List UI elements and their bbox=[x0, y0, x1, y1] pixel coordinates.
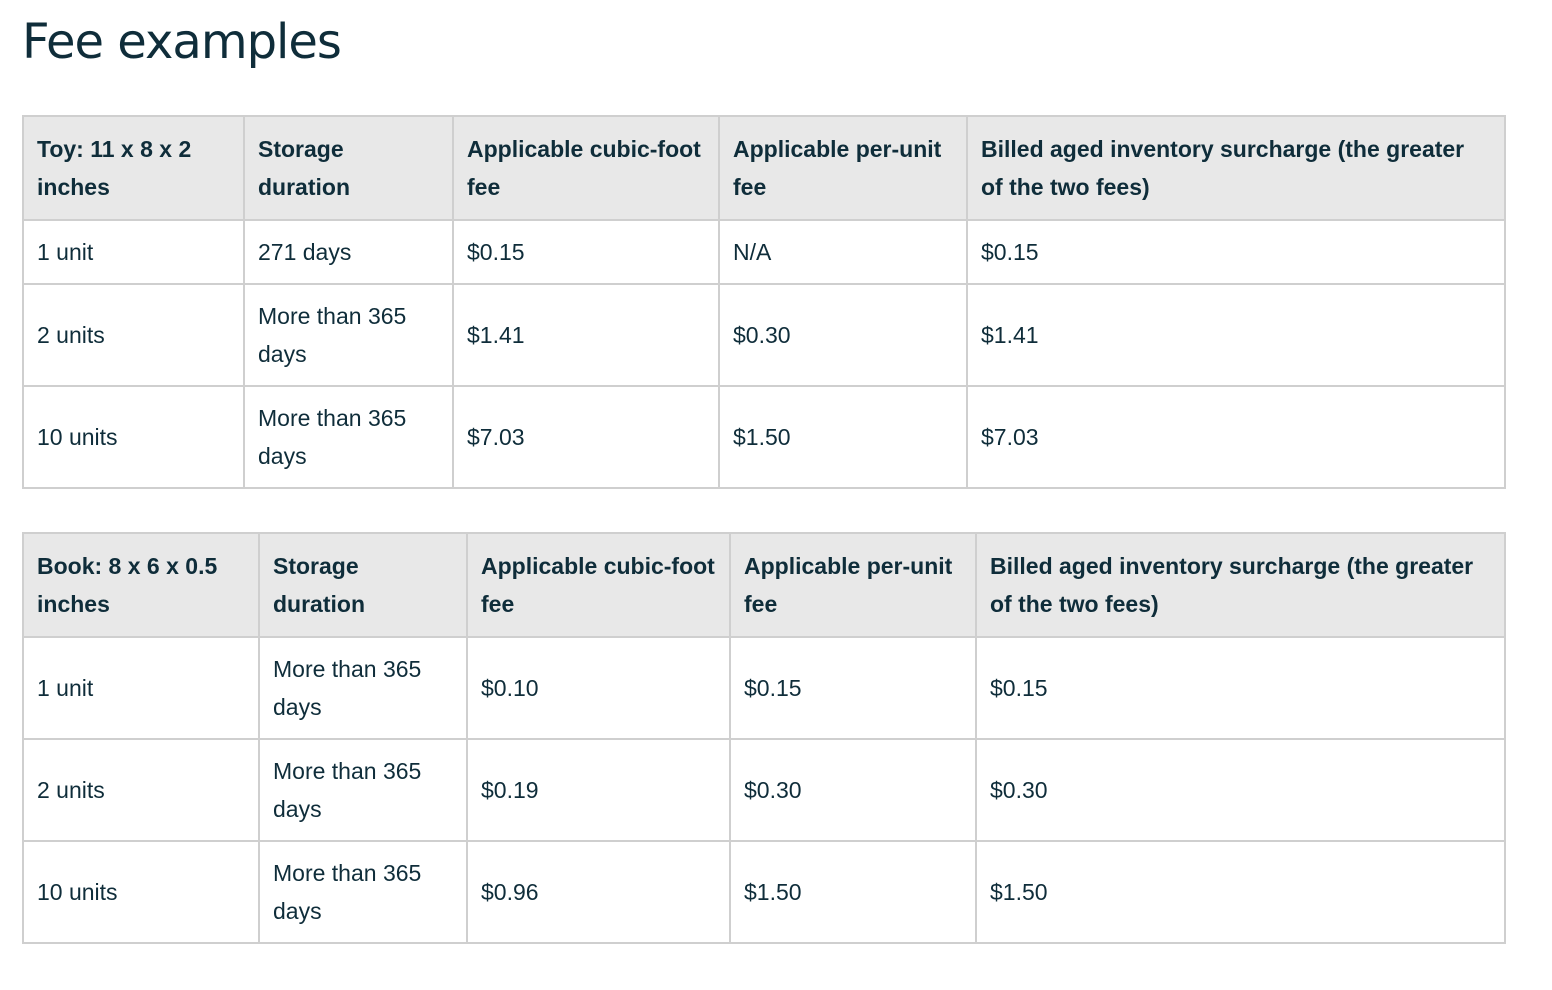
table-cell: $0.30 bbox=[729, 738, 977, 842]
book-fee-table: Book: 8 x 6 x 0.5 inches Storage duratio… bbox=[22, 532, 1506, 944]
table-row: 10 units More than 365 days $7.03 $1.50 … bbox=[22, 385, 1506, 489]
table-cell: More than 365 days bbox=[258, 636, 468, 740]
table-row: 1 unit More than 365 days $0.10 $0.15 $0… bbox=[22, 636, 1506, 740]
table-cell: More than 365 days bbox=[258, 738, 468, 842]
table-cell: $7.03 bbox=[452, 385, 720, 489]
table-cell: 2 units bbox=[22, 283, 245, 387]
table-header-row: Book: 8 x 6 x 0.5 inches Storage duratio… bbox=[22, 532, 1506, 638]
table-cell: More than 365 days bbox=[243, 385, 454, 489]
table-cell: 10 units bbox=[22, 840, 260, 944]
table-cell: 271 days bbox=[243, 219, 454, 285]
table-cell: 10 units bbox=[22, 385, 245, 489]
table-cell: $1.50 bbox=[729, 840, 977, 944]
table-cell: $0.19 bbox=[466, 738, 731, 842]
table-cell: 2 units bbox=[22, 738, 260, 842]
table-cell: $0.15 bbox=[729, 636, 977, 740]
table-cell: More than 365 days bbox=[258, 840, 468, 944]
table-cell: $7.03 bbox=[966, 385, 1506, 489]
table-row: 2 units More than 365 days $0.19 $0.30 $… bbox=[22, 738, 1506, 842]
table-cell: $0.15 bbox=[966, 219, 1506, 285]
table-cell: $1.41 bbox=[452, 283, 720, 387]
column-header: Billed aged inventory surcharge (the gre… bbox=[966, 115, 1506, 221]
table-cell: $0.15 bbox=[975, 636, 1506, 740]
table-cell: $0.96 bbox=[466, 840, 731, 944]
table-cell: $0.30 bbox=[718, 283, 968, 387]
table-row: 1 unit 271 days $0.15 N/A $0.15 bbox=[22, 219, 1506, 285]
toy-fee-table: Toy: 11 x 8 x 2 inches Storage duration … bbox=[22, 115, 1506, 489]
table-header-row: Toy: 11 x 8 x 2 inches Storage duration … bbox=[22, 115, 1506, 221]
column-header: Applicable per-unit fee bbox=[718, 115, 968, 221]
column-header: Applicable cubic-foot fee bbox=[452, 115, 720, 221]
table-cell: $1.50 bbox=[718, 385, 968, 489]
table-cell: 1 unit bbox=[22, 636, 260, 740]
table-row: 2 units More than 365 days $1.41 $0.30 $… bbox=[22, 283, 1506, 387]
column-header: Toy: 11 x 8 x 2 inches bbox=[22, 115, 245, 221]
table-cell: More than 365 days bbox=[243, 283, 454, 387]
table-cell: N/A bbox=[718, 219, 968, 285]
table-cell: $0.30 bbox=[975, 738, 1506, 842]
table-cell: $0.10 bbox=[466, 636, 731, 740]
table-cell: $1.50 bbox=[975, 840, 1506, 944]
column-header: Applicable per-unit fee bbox=[729, 532, 977, 638]
table-cell: $0.15 bbox=[452, 219, 720, 285]
table-cell: $1.41 bbox=[966, 283, 1506, 387]
column-header: Applicable cubic-foot fee bbox=[466, 532, 731, 638]
column-header: Billed aged inventory surcharge (the gre… bbox=[975, 532, 1506, 638]
column-header: Book: 8 x 6 x 0.5 inches bbox=[22, 532, 260, 638]
column-header: Storage duration bbox=[258, 532, 468, 638]
table-row: 10 units More than 365 days $0.96 $1.50 … bbox=[22, 840, 1506, 944]
page-title: Fee examples bbox=[22, 14, 342, 70]
column-header: Storage duration bbox=[243, 115, 454, 221]
table-cell: 1 unit bbox=[22, 219, 245, 285]
